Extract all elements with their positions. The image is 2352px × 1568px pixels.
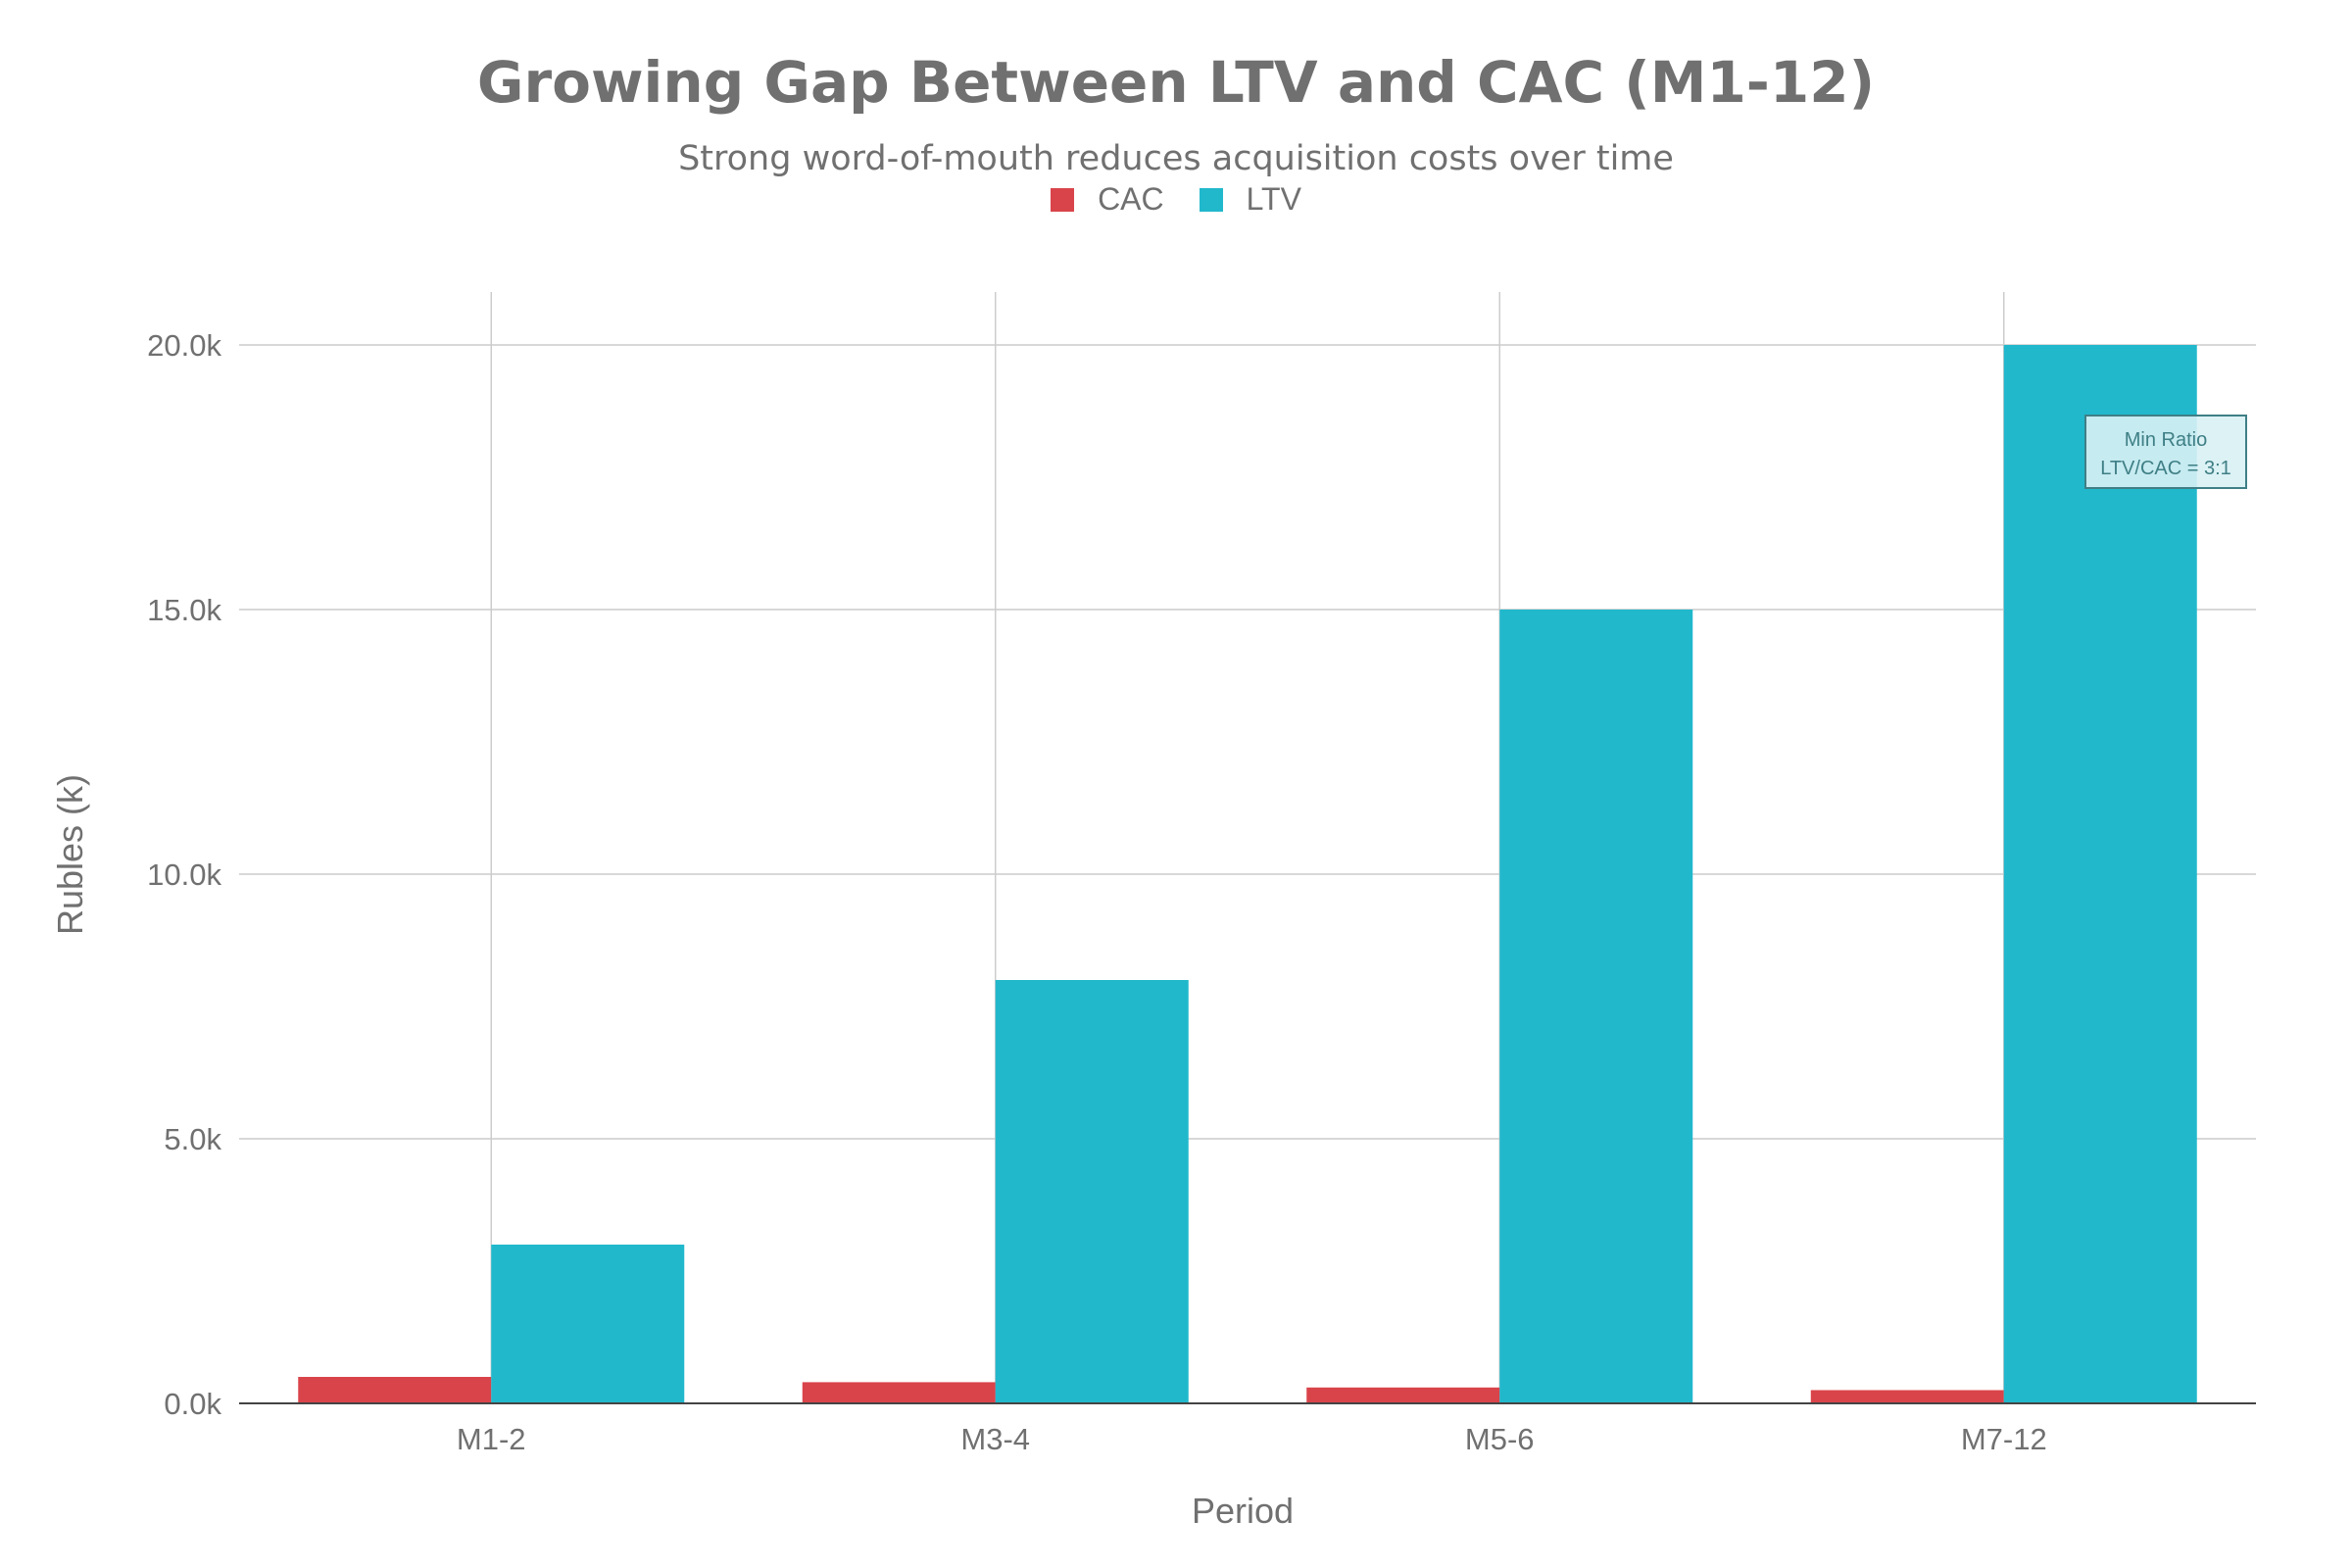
legend-item-ltv[interactable]: LTV	[1199, 181, 1301, 218]
y-axis-label: Rubles (k)	[50, 774, 90, 935]
grid	[239, 292, 2256, 1403]
x-tick-label: M1-2	[457, 1422, 526, 1456]
bar-cac[interactable]	[802, 1382, 996, 1403]
bar-cac[interactable]	[1810, 1390, 2004, 1404]
legend-item-cac[interactable]: CAC	[1051, 181, 1164, 218]
bar-cac[interactable]	[298, 1377, 492, 1403]
legend: CAC LTV	[0, 181, 2352, 218]
axis-labels: Period Rubles (k)	[50, 774, 1294, 1531]
legend-swatch-cac	[1051, 187, 1075, 212]
annotation-box: Min Ratio LTV/CAC = 3:1	[2084, 415, 2247, 489]
bar-ltv[interactable]	[491, 1245, 685, 1403]
x-tick-label: M5-6	[1465, 1422, 1535, 1456]
legend-label-cac: CAC	[1098, 181, 1164, 217]
bar-ltv[interactable]	[2003, 345, 2197, 1403]
x-axis-label: Period	[1192, 1491, 1294, 1531]
chart-subtitle: Strong word-of-mouth reduces acquisition…	[678, 139, 1674, 178]
y-tick-label: 15.0k	[147, 593, 221, 627]
bar-cac[interactable]	[1306, 1387, 1500, 1403]
bar-ltv[interactable]	[995, 980, 1189, 1403]
bar-ltv[interactable]	[1499, 610, 1693, 1403]
y-tick-label: 10.0k	[147, 858, 221, 892]
y-tick-label: 0.0k	[164, 1387, 221, 1421]
legend-swatch-ltv	[1199, 187, 1223, 212]
x-tick-label: M3-4	[960, 1422, 1030, 1456]
x-tick-label: M7-12	[1961, 1422, 2047, 1456]
y-tick-label: 20.0k	[147, 328, 221, 363]
axes: 0.0k 5.0k 10.0k 15.0k 20.0k M1-2 M3-4 M5-6 M7-12	[147, 328, 2256, 1456]
annotation-line2: LTV/CAC = 3:1	[2100, 458, 2231, 479]
annotation-line1: Min Ratio	[2125, 429, 2207, 451]
chart-title: Growing Gap Between LTV and CAC (M1-12)	[476, 49, 1876, 116]
y-tick-label: 5.0k	[164, 1122, 221, 1156]
legend-label-ltv: LTV	[1246, 181, 1301, 217]
bars	[298, 345, 2197, 1403]
